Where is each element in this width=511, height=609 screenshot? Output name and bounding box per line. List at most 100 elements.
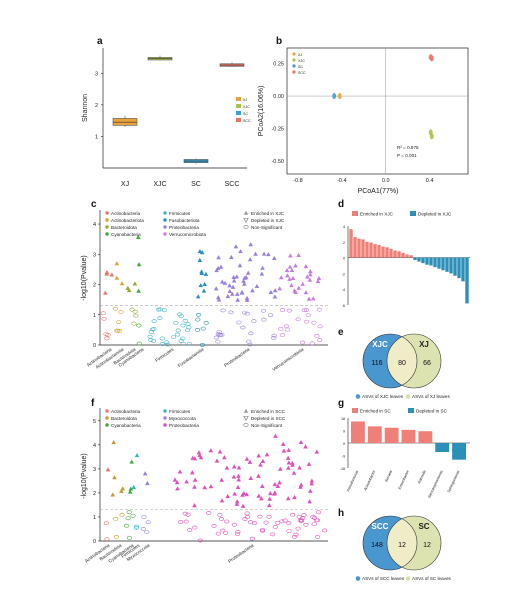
volcano-enriched-point [199,270,205,275]
volcano-ns-point [100,311,106,316]
volcano-enriched-point [112,475,117,480]
g-legend-swatch [408,408,414,413]
volcano-legend-label: Myxococcota [169,416,196,421]
volcano-enriched-point [315,278,321,284]
b-point [337,93,342,100]
volcano-ns-point [279,308,286,312]
volcano-legend-label: Cyanobacteria [111,423,141,428]
volcano-enriched-point [203,271,209,276]
volcano-enriched-point [306,296,312,301]
volcano-ytick-label: 5 [93,419,96,425]
venn-set-right-name: SC [418,522,429,531]
volcano-enriched-point [285,496,291,501]
panel-label-b: b [276,36,282,47]
volcano-enriched-point [202,485,208,490]
volcano-enriched-point [289,267,295,272]
volcano-ns-point [245,515,251,519]
volcano-ns-point [215,531,221,536]
volcano-enriched-point [297,465,302,470]
b-ytick: 0.00 [273,94,284,100]
b-legend-label: XJ [298,53,302,57]
volcano-ns-point [195,317,201,322]
volcano-enriched-point [234,499,240,504]
panel-label-e: e [338,327,344,338]
volcano-legend-label: Firmicutes [169,409,191,414]
volcano-enriched-point [316,275,322,281]
volcano-enriched-point [296,252,301,257]
volcano-ns-point [303,308,310,312]
volcano-legend-label: Actinobacteria [111,409,141,414]
volcano-enriched-point [172,477,178,482]
volcano-legend-dot [105,211,109,215]
volcano-enriched-point [214,458,220,463]
volcano-ns-point [248,520,254,525]
volcano-enriched-point [314,449,320,454]
volcano-xtick-label: Fusobacteriota [177,346,205,368]
volcano-legend-dot [163,225,167,229]
volcano-enriched-point [306,461,312,466]
volcano-ns-point [180,336,186,341]
volcano-ns-point [310,514,316,519]
volcano-enriched-point [219,477,224,482]
d-legend-swatch [352,211,358,216]
b-point [429,133,434,140]
volcano-legend-enriched [243,210,249,215]
volcano-enriched-point [267,503,272,508]
volcano-enriched-point [272,490,278,495]
panel-b-xlabel: PCoA1(77%) [358,188,399,195]
volcano-enriched-point [134,453,140,458]
volcano-enriched-point [256,473,261,478]
volcano-ns-point [268,313,274,317]
b-legend-label: XJC [298,59,305,63]
volcano-enriched-point [190,455,196,460]
d-bar [437,257,441,269]
volcano-enriched-point [197,257,203,262]
volcano-enriched-point [216,297,222,302]
volcano-enriched-point [272,288,278,293]
volcano-enriched-point [260,458,266,464]
volcano-enriched-point [190,470,195,475]
volcano-enriched-point [198,282,204,288]
volcano-ns-point [311,320,317,325]
panel-a-ylabel: Shannon [82,94,89,122]
volcano-enriched-point [105,467,111,472]
venn-legend-right: ASVs of XJ leaves [412,394,450,399]
volcano-enriched-point [303,264,309,269]
volcano-enriched-point [142,471,148,476]
volcano-enriched-point [128,486,134,491]
volcano-legend-dot [105,218,109,222]
volcano-legend-status: Non-Significant [251,225,283,230]
g-bar [351,421,365,443]
volcano-enriched-point [239,289,245,295]
volcano-ns-point [203,321,209,325]
volcano-enriched-point [177,469,183,474]
volcano-enriched-point [235,297,241,302]
venn-overlap [387,334,417,388]
volcano-legend-label: Proteobacteria [169,423,199,428]
volcano-enriched-point [222,455,227,460]
volcano-enriched-point [308,272,313,277]
volcano-ns-point [292,534,298,539]
d-bar [417,257,421,262]
d-legend-label: Depleted in XJC [418,212,452,217]
volcano-xtick-label: Proteobacteria [223,346,251,367]
volcano-enriched-point [244,456,250,461]
volcano-legend-ns [243,225,249,229]
volcano-ns-point [270,532,276,537]
d-ytick: -6 [342,304,345,308]
volcano-ns-point [213,335,220,340]
volcano-enriched-point [175,486,180,491]
volcano-ns-point [257,514,263,519]
volcano-ns-point [278,326,284,331]
volcano-enriched-point [280,441,286,446]
volcano-enriched-point [234,274,240,279]
volcano-enriched-point [245,270,251,275]
volcano-enriched-point [216,255,221,260]
d-bar [361,239,365,258]
volcano-ns-point [236,320,242,325]
a-legend-label: XJ [243,98,247,102]
a-legend-swatch [236,97,241,101]
volcano-enriched-point [129,459,135,464]
volcano-ytick-label: 1 [93,515,96,521]
